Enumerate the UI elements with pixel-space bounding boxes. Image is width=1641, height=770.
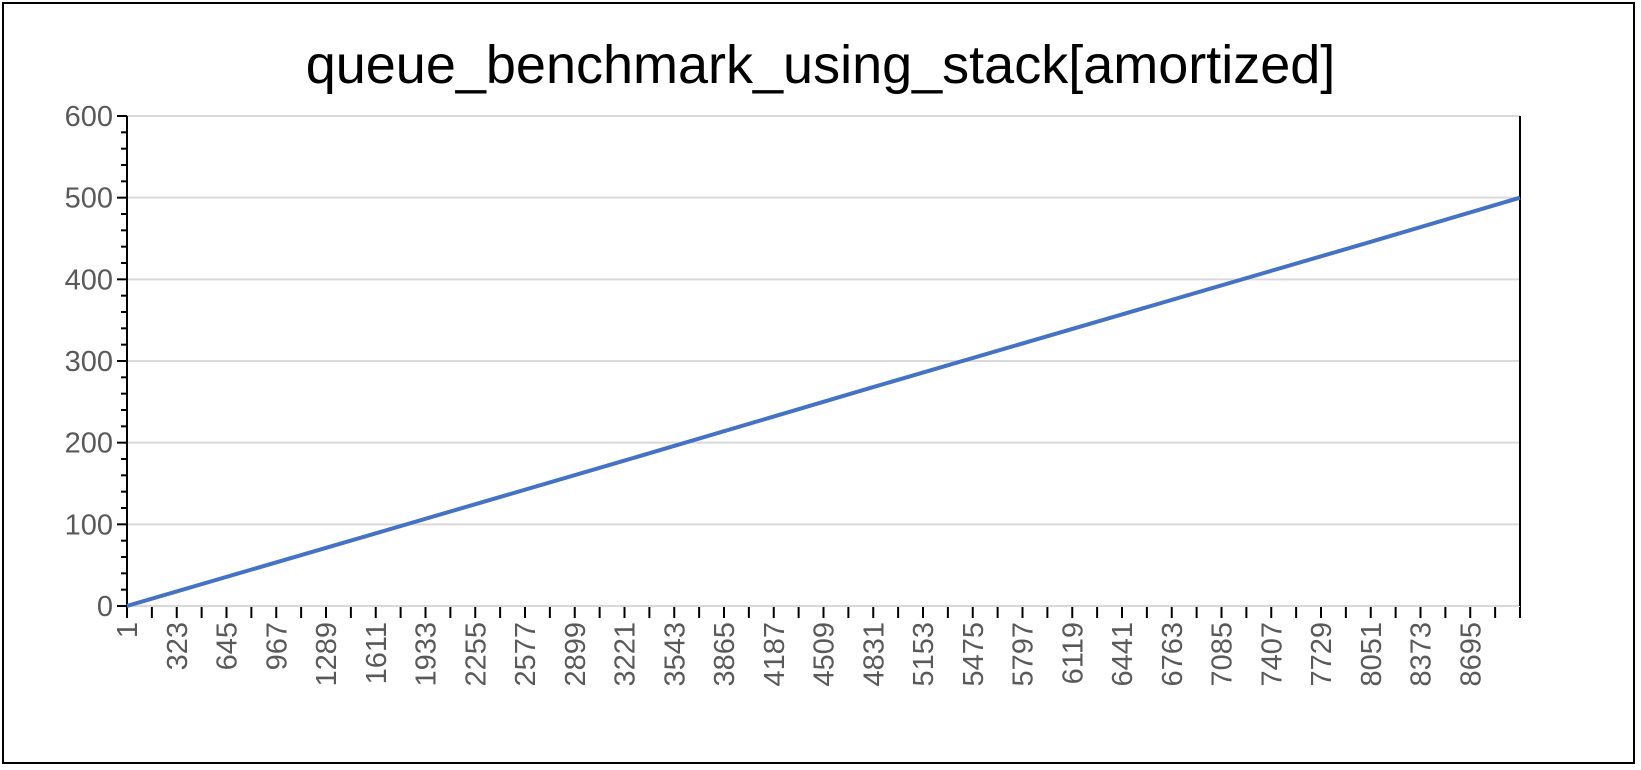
y-tick-label-600: 600 — [65, 101, 113, 133]
x-tick-label-4187: 4187 — [759, 622, 791, 687]
y-tick-label-400: 400 — [65, 264, 113, 296]
x-tick-label-8051: 8051 — [1356, 622, 1388, 687]
x-tick-label-5153: 5153 — [908, 622, 940, 687]
x-tick-label-1: 1 — [112, 622, 144, 638]
y-axis-tick-labels: 0 100 200 300 400 500 600 — [65, 101, 113, 623]
x-tick-label-5475: 5475 — [958, 622, 990, 687]
x-tick-label-7085: 7085 — [1207, 622, 1239, 687]
x-tick-label-2577: 2577 — [510, 622, 542, 687]
x-tick-label-7407: 7407 — [1256, 622, 1288, 687]
series-line-0 — [126, 195, 1521, 608]
y-tick-label-200: 200 — [65, 428, 113, 460]
x-tick-label-323: 323 — [162, 622, 194, 670]
x-tick-label-8695: 8695 — [1455, 622, 1487, 687]
series-group — [126, 195, 1521, 608]
x-tick-label-4831: 4831 — [858, 622, 890, 687]
x-tick-label-1611: 1611 — [361, 622, 393, 684]
x-tick-label-3865: 3865 — [709, 622, 741, 687]
x-tick-label-5797: 5797 — [1008, 622, 1040, 687]
chart-title: queue_benchmark_using_stack[amortized] — [305, 35, 1336, 95]
x-tick-label-7729: 7729 — [1306, 622, 1338, 687]
x-tick-label-8373: 8373 — [1406, 622, 1438, 687]
y-axis-ticks — [117, 115, 127, 607]
x-tick-label-6763: 6763 — [1157, 622, 1189, 687]
x-tick-label-1289: 1289 — [311, 622, 343, 687]
y-tick-label-300: 300 — [65, 346, 113, 378]
y-tick-label-100: 100 — [65, 509, 113, 541]
x-axis-ticks — [126, 606, 1521, 618]
x-tick-label-645: 645 — [212, 622, 244, 670]
x-tick-label-2255: 2255 — [460, 622, 492, 687]
x-tick-label-2899: 2899 — [560, 622, 592, 687]
y-tick-label-0: 0 — [97, 591, 113, 623]
x-tick-label-6119: 6119 — [1057, 622, 1089, 684]
gridlines — [127, 115, 1520, 526]
x-tick-label-3543: 3543 — [659, 622, 691, 687]
y-tick-label-500: 500 — [65, 183, 113, 215]
x-tick-label-6441: 6441 — [1107, 622, 1139, 687]
x-axis-tick-labels: 1 323 645 967 1289 1611 1933 2255 2577 2899 3221 35… — [112, 622, 1487, 687]
x-tick-label-3221: 3221 — [610, 622, 642, 687]
x-tick-label-967: 967 — [261, 622, 293, 670]
x-tick-label-4509: 4509 — [809, 622, 841, 687]
x-tick-label-1933: 1933 — [411, 622, 443, 687]
